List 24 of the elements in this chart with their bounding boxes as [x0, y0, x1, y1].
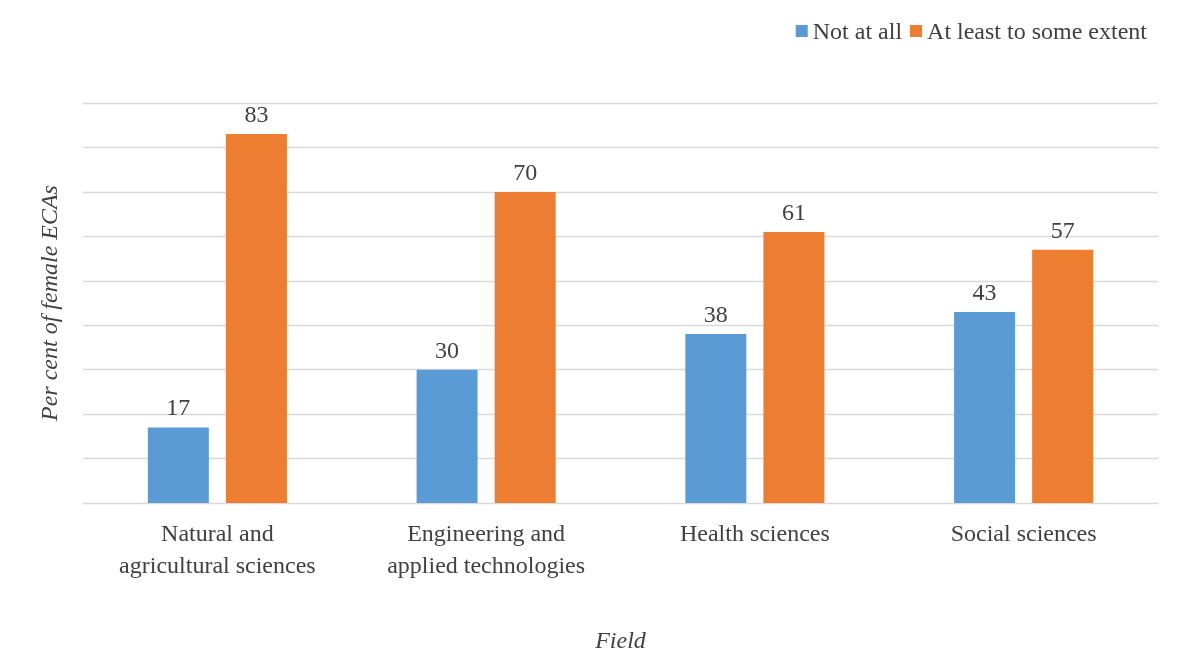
x-tick-label: Health sciences [679, 520, 830, 546]
data-label: 30 [435, 336, 460, 363]
bar [1032, 249, 1094, 503]
data-label: 61 [781, 198, 806, 225]
x-tick-label: Social sciences [950, 520, 1097, 546]
data-label: 57 [1050, 216, 1075, 243]
legend-label: At least to some extent [927, 18, 1148, 44]
bar [763, 231, 825, 503]
x-axis-title: Field [594, 627, 647, 653]
data-label: 43 [972, 278, 997, 305]
bar [416, 369, 478, 503]
data-label: 83 [244, 101, 269, 128]
data-label: 38 [703, 301, 728, 328]
bar [494, 191, 556, 503]
x-tick-label: Engineering and applied technologies [387, 520, 586, 578]
bar [954, 311, 1016, 503]
data-label: 70 [513, 158, 538, 185]
bar [225, 134, 287, 503]
legend-label: Not at all [812, 18, 903, 44]
y-axis-title: Per cent of female ECAs [36, 185, 62, 422]
bar [685, 334, 747, 503]
x-tick-label: Natural and agricultural sciences [119, 520, 316, 578]
bar [147, 427, 209, 503]
data-label: 17 [166, 394, 191, 421]
